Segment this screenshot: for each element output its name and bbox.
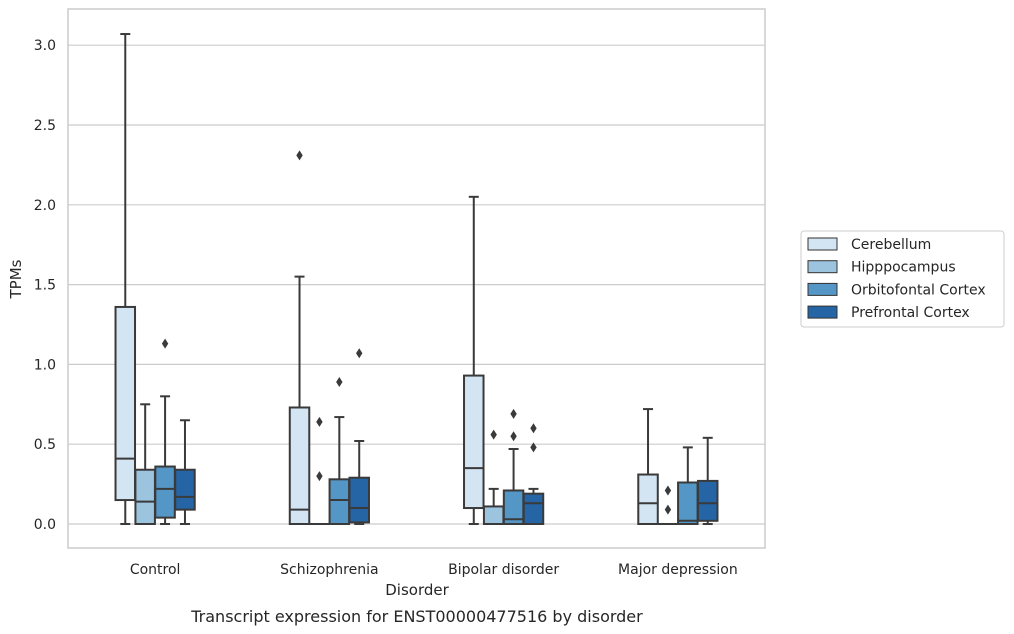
box-group	[288, 150, 311, 526]
y-tick-label: 2.0	[34, 198, 56, 214]
outlier-point	[161, 338, 169, 349]
legend-label: Cerebellum	[851, 237, 931, 253]
outlier-point	[336, 376, 343, 387]
legend-label: Orbitofontal Cortex	[851, 282, 986, 298]
outlier-point	[490, 429, 497, 440]
legend-frame	[800, 230, 1005, 328]
box-group	[657, 485, 679, 526]
outlier-point	[664, 504, 672, 515]
box-group	[174, 419, 196, 525]
box	[696, 479, 719, 522]
outlier-point	[316, 471, 323, 482]
box-group	[677, 446, 699, 525]
box	[522, 492, 545, 525]
legend-swatch	[807, 237, 838, 251]
legend-label: Prefrontal Cortex	[851, 305, 970, 321]
legend-label: Hipppocampus	[851, 260, 956, 276]
x-tick-label: Bipolar disorder	[448, 562, 559, 578]
box-group	[637, 408, 659, 525]
x-axis-ticks: Control Schizophrenia Bipolar disorder Majo…	[130, 562, 738, 578]
y-tick-label: 1.5	[34, 278, 56, 294]
box	[348, 476, 370, 524]
legend-swatch	[807, 305, 838, 319]
x-tick-label: Schizophrenia	[280, 562, 378, 578]
box	[482, 505, 505, 525]
box-group	[463, 195, 485, 525]
x-axis-label: Disorder	[385, 581, 449, 599]
outlier-point	[510, 431, 517, 442]
box-group	[308, 416, 331, 526]
box	[288, 406, 311, 526]
y-tick-label: 1.0	[34, 357, 56, 373]
plot-frame	[67, 8, 766, 549]
y-tick-label: 0.5	[34, 437, 56, 453]
legend-swatch	[807, 282, 838, 296]
outlier-point	[530, 423, 537, 434]
box	[677, 481, 699, 525]
outlier-point	[530, 442, 537, 453]
box-group	[328, 376, 351, 526]
outlier-point	[316, 416, 323, 427]
outlier-point	[664, 485, 672, 496]
box	[328, 478, 351, 526]
y-axis-ticks: 0.0 0.5 1.0 1.5 2.0 2.5 3.0	[34, 38, 56, 533]
box	[114, 305, 137, 502]
box-group	[134, 403, 156, 525]
y-axis-label: TPMs	[7, 259, 25, 299]
box	[463, 374, 485, 510]
y-tick-label: 3.0	[34, 38, 56, 54]
y-tick-label: 0.0	[34, 517, 56, 533]
x-tick-label: Major depression	[618, 562, 738, 578]
box	[174, 468, 196, 511]
box-group	[348, 348, 370, 525]
outlier-point	[356, 348, 363, 359]
box-group	[696, 436, 719, 525]
gridlines	[68, 44, 765, 525]
y-tick-label: 2.5	[34, 118, 56, 134]
legend: Cerebellum Hipppocampus Orbitofontal Corte…	[800, 230, 1005, 328]
box	[154, 465, 176, 519]
box-group	[114, 33, 137, 525]
outlier-point	[510, 408, 517, 419]
chart-caption: Transcript expression for ENST0000047751…	[190, 607, 643, 626]
legend-swatch	[807, 260, 838, 274]
x-tick-label: Control	[130, 562, 181, 578]
box	[134, 468, 156, 525]
outlier-point	[296, 150, 303, 161]
box-groups	[114, 33, 719, 526]
box	[637, 473, 659, 525]
box-group	[502, 408, 525, 526]
box-group	[154, 338, 176, 525]
box-group	[522, 423, 545, 525]
